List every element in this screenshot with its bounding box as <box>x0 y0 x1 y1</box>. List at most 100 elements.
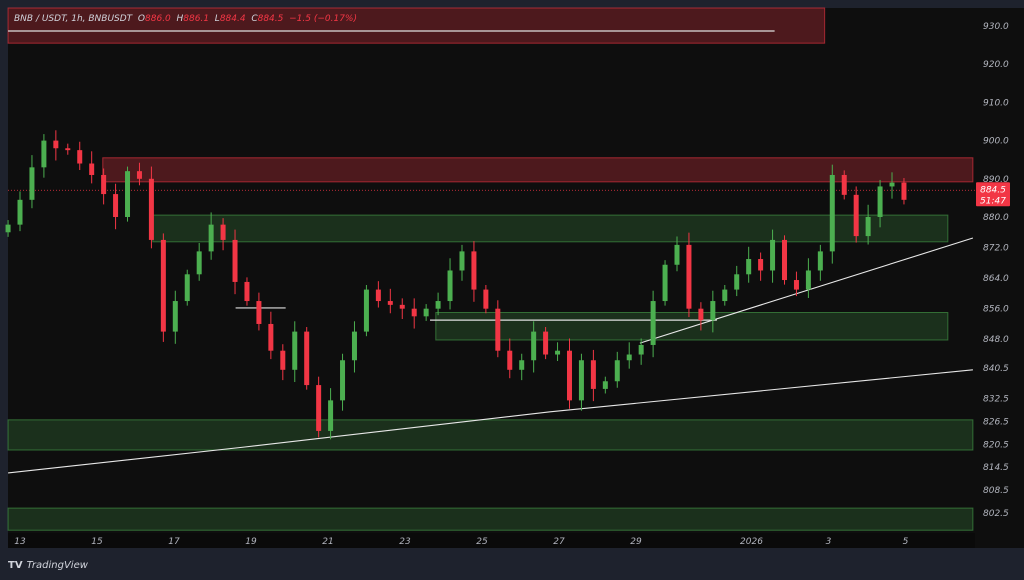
candle-body[interactable] <box>793 280 799 290</box>
demand-zone[interactable] <box>152 214 949 243</box>
candle-body[interactable] <box>471 251 477 290</box>
candle-body[interactable] <box>841 174 847 195</box>
candle-body[interactable] <box>316 385 322 431</box>
candle-body[interactable] <box>889 182 895 187</box>
time-tick-label: 29 <box>630 537 642 547</box>
price-tick-label: 900.0 <box>983 137 1009 147</box>
candle-body[interactable] <box>17 199 23 225</box>
candle-body[interactable] <box>638 344 644 355</box>
trendline[interactable] <box>8 369 973 474</box>
time-axis[interactable] <box>8 533 975 548</box>
candle-body[interactable] <box>101 174 107 195</box>
candle-body[interactable] <box>483 289 489 309</box>
supply-zone[interactable] <box>7 7 826 44</box>
candle-body[interactable] <box>256 301 262 324</box>
candle-body[interactable] <box>41 140 47 168</box>
candle-body[interactable] <box>208 224 214 252</box>
candle-body[interactable] <box>340 360 346 401</box>
candle-body[interactable] <box>411 308 417 317</box>
candle-body[interactable] <box>877 186 883 217</box>
candle-body[interactable] <box>447 270 453 302</box>
candle-body[interactable] <box>184 274 190 302</box>
candle-body[interactable] <box>196 251 202 275</box>
candle-body[interactable] <box>387 301 393 305</box>
candle-body[interactable] <box>29 167 35 200</box>
candle-body[interactable] <box>244 281 250 302</box>
candle-body[interactable] <box>351 331 357 361</box>
candle-body[interactable] <box>686 244 692 309</box>
candle-body[interactable] <box>304 331 310 386</box>
candle-body[interactable] <box>722 289 728 302</box>
demand-zone[interactable] <box>7 419 974 451</box>
candle-body[interactable] <box>566 350 572 401</box>
candle-body[interactable] <box>555 350 561 355</box>
candle-body[interactable] <box>829 174 835 252</box>
candle-body[interactable] <box>853 194 859 237</box>
candle-body[interactable] <box>602 381 608 389</box>
candle-body[interactable] <box>280 350 286 370</box>
candle-body[interactable] <box>292 331 298 370</box>
candle-body[interactable] <box>495 308 501 351</box>
time-tick-label: 3 <box>826 537 832 547</box>
candle-body[interactable] <box>782 239 788 281</box>
price-tick-label: 910.0 <box>983 98 1009 108</box>
candle-body[interactable] <box>125 171 131 217</box>
candle-body[interactable] <box>626 354 632 361</box>
candle-body[interactable] <box>375 289 381 302</box>
time-tick-label: 15 <box>91 537 103 547</box>
price-tick-label: 814.5 <box>983 463 1009 473</box>
demand-zone[interactable] <box>7 507 974 531</box>
supply-zone[interactable] <box>102 157 974 183</box>
candle-body[interactable] <box>435 301 441 309</box>
candle-body[interactable] <box>77 150 83 164</box>
tradingview-brand[interactable]: TV TradingView <box>8 560 88 571</box>
candle-body[interactable] <box>614 360 620 382</box>
candle-body[interactable] <box>662 264 668 302</box>
candle-body[interactable] <box>459 251 465 271</box>
candle-body[interactable] <box>328 400 334 431</box>
time-tick-label: 21 <box>322 537 333 547</box>
candle-body[interactable] <box>172 301 178 332</box>
candle-body[interactable] <box>865 217 871 237</box>
candle-body[interactable] <box>423 308 429 317</box>
candle-body[interactable] <box>817 251 823 271</box>
tradingview-logo-icon: TV <box>8 560 23 571</box>
candle-body[interactable] <box>148 178 154 240</box>
candle-body[interactable] <box>113 194 119 217</box>
price-tick-label: 880.0 <box>983 213 1009 223</box>
candle-body[interactable] <box>710 301 716 321</box>
candle-body[interactable] <box>805 270 811 290</box>
low-value: 884.4 <box>219 14 246 24</box>
candle-body[interactable] <box>5 224 11 233</box>
plot-area[interactable] <box>8 8 975 533</box>
candle-body[interactable] <box>734 274 740 290</box>
candle-body[interactable] <box>136 171 142 179</box>
candle-body[interactable] <box>268 323 274 351</box>
candle-body[interactable] <box>578 360 584 401</box>
candle-body[interactable] <box>531 331 537 361</box>
candle-body[interactable] <box>758 259 764 271</box>
candle-body[interactable] <box>220 224 226 240</box>
trendline[interactable] <box>639 237 974 344</box>
price-axis[interactable] <box>975 8 1024 548</box>
candle-body[interactable] <box>507 350 513 370</box>
candle-body[interactable] <box>363 289 369 332</box>
candle-body[interactable] <box>590 360 596 389</box>
candle-body[interactable] <box>53 140 59 149</box>
candle-body[interactable] <box>698 308 704 321</box>
candle-body[interactable] <box>232 239 238 282</box>
price-tick-label: 864.0 <box>983 274 1009 284</box>
candle-body[interactable] <box>901 182 907 200</box>
candle-body[interactable] <box>399 304 405 309</box>
candle-body[interactable] <box>160 239 166 332</box>
candle-body[interactable] <box>770 239 776 271</box>
candle-body[interactable] <box>543 331 549 355</box>
candle-body[interactable] <box>519 360 525 370</box>
price-tick-label: 840.5 <box>983 364 1009 374</box>
candle-body[interactable] <box>650 301 656 345</box>
candle-body[interactable] <box>89 163 95 175</box>
candle-body[interactable] <box>674 244 680 265</box>
candle-body[interactable] <box>746 259 752 275</box>
candle-body[interactable] <box>65 148 71 151</box>
